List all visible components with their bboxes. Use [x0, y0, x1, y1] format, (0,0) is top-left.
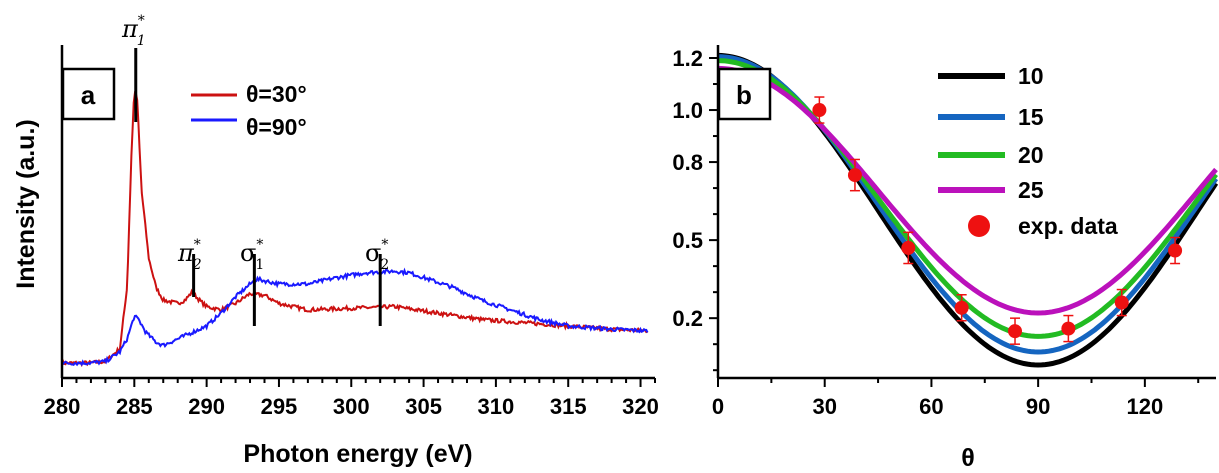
peak-label-sigma1: σ* 1	[240, 237, 264, 273]
panel-b-x-axis-title: θ	[961, 444, 975, 472]
peak-label-sigma2: σ* 2	[365, 237, 389, 273]
panel-a-label-box	[61, 67, 116, 121]
panel-a-y-axis-title: Intensity (a.u.)	[12, 119, 40, 288]
legend-text-25: 25	[1018, 177, 1044, 203]
exp-data-point	[1168, 243, 1183, 258]
exp-data-point	[901, 240, 916, 255]
peak-label-pi2: π* 2	[177, 237, 202, 273]
panel-a-x-tick-label: 310	[478, 394, 515, 419]
legend-text-90: θ=90°	[246, 114, 307, 140]
panel-b-y-tick-label: 1.0	[672, 98, 703, 123]
panel-b-label-box	[717, 67, 772, 121]
exp-data-point	[812, 103, 827, 118]
exp-data-point	[1008, 324, 1023, 339]
panel-a-x-tick-label: 320	[622, 394, 659, 419]
panel-b-legend: 10 15 20 25 exp. data	[938, 63, 1118, 239]
exp-data-point	[954, 300, 969, 315]
panel-b-y-tick-label: 0.5	[672, 228, 703, 253]
panel-a-label: a	[81, 80, 96, 110]
panel-a: 280 285 290 295 300 305 310 315 320 a Intensity …	[12, 13, 659, 468]
panel-a-legend: θ=30° θ=90°	[191, 81, 307, 140]
panel-a-x-tick-label: 280	[44, 394, 81, 419]
panel-b-y-tick-label: 1.2	[672, 46, 703, 71]
panel-a-x-axis-title: Photon energy (eV)	[243, 440, 472, 468]
legend-text-30: θ=30°	[246, 81, 307, 107]
panel-b: 0 30 60 90 120 0.2 0.5 0.8 1.0 1.2 b θ 10 15 20 2…	[672, 45, 1219, 472]
panel-a-x-tick-label: 300	[333, 394, 370, 419]
exp-data-point	[1114, 295, 1129, 310]
legend-text-20: 20	[1018, 142, 1044, 168]
panel-b-x-tick-label: 30	[812, 394, 836, 419]
legend-text-exp: exp. data	[1018, 213, 1118, 239]
panel-a-x-tick-label: 290	[188, 394, 225, 419]
panel-a-x-tick-label: 305	[405, 394, 442, 419]
exp-data-point	[1061, 321, 1076, 336]
panel-b-curve-25	[717, 65, 1218, 316]
panel-b-y-tick-label: 0.8	[672, 150, 703, 175]
legend-text-10: 10	[1018, 63, 1044, 89]
panel-b-x-tick-label: 90	[1026, 394, 1050, 419]
panel-b-x-tick-label: 0	[712, 394, 724, 419]
panel-a-x-tick-label: 295	[261, 394, 298, 419]
legend-marker-exp	[968, 215, 990, 237]
panel-a-x-tick-label: 285	[116, 394, 153, 419]
panel-a-x-tick-label: 315	[550, 394, 587, 419]
panel-b-x-tick-label: 60	[919, 394, 943, 419]
panel-b-label: b	[736, 80, 752, 110]
panel-b-y-tick-label: 0.2	[672, 306, 703, 331]
panel-b-x-tick-label: 120	[1126, 394, 1163, 419]
legend-text-15: 15	[1018, 104, 1044, 130]
peak-label-pi1: π* 1	[121, 13, 146, 49]
exp-data-point	[847, 168, 862, 183]
panel-a-series-theta90	[61, 267, 649, 367]
